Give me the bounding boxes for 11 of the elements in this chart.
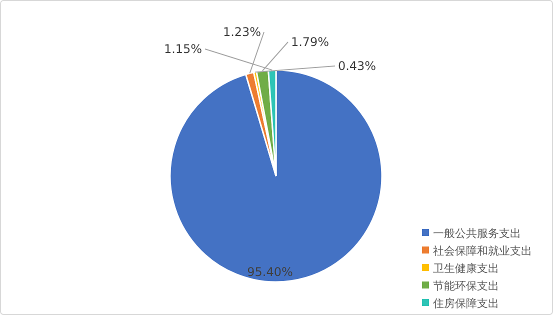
pie-slice bbox=[169, 69, 383, 283]
data-label: 1.15% bbox=[164, 42, 202, 56]
legend-label: 住房保障支出 bbox=[433, 297, 499, 310]
legend-label: 一般公共服务支出 bbox=[433, 227, 521, 240]
data-label: 1.23% bbox=[222, 25, 262, 39]
data-label: 0.43% bbox=[338, 59, 376, 73]
data-label: 95.40% bbox=[247, 265, 293, 279]
legend-label: 卫生健康支出 bbox=[433, 262, 499, 275]
legend-label: 节能环保支出 bbox=[433, 280, 499, 292]
data-label: 1.79% bbox=[290, 35, 330, 49]
legend-label: 社会保障和就业支出 bbox=[433, 244, 532, 258]
